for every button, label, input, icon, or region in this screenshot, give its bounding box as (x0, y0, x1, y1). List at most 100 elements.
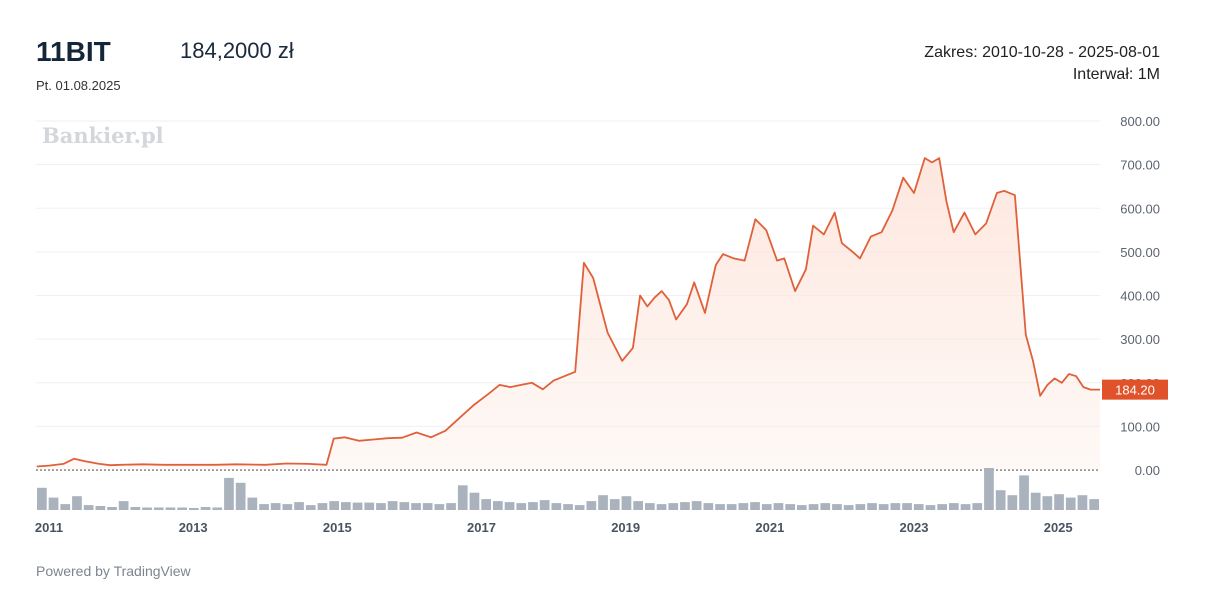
last-value-badge (1102, 379, 1168, 400)
volume-bar (352, 502, 363, 510)
last-value-badge-group: 184.20 (1102, 379, 1168, 400)
volume-bar (48, 497, 59, 510)
price-area-fill (36, 158, 1101, 470)
volume-bar (329, 501, 339, 510)
y-tick-label: 0.00 (1135, 463, 1160, 478)
volume-bar (855, 504, 866, 510)
volume-bar (867, 503, 877, 510)
volume-bar (200, 507, 211, 510)
volume-bar (761, 504, 772, 510)
volume-bar (609, 499, 620, 510)
volume-bar (364, 502, 375, 510)
x-tick-label: 2015 (323, 520, 352, 535)
x-tick-label: 2023 (900, 520, 929, 535)
volume-bar (399, 502, 410, 510)
volume-bar (574, 505, 585, 510)
volume-bar (504, 502, 515, 510)
y-tick-label: 600.00 (1120, 201, 1160, 216)
volume-bar (668, 503, 679, 510)
volume-bar (37, 487, 47, 510)
volume-bar (481, 499, 491, 510)
x-tick-label: 2021 (755, 520, 784, 535)
volume-bar (890, 503, 901, 510)
volume-bar (1089, 499, 1099, 510)
volume-bar (1077, 495, 1088, 510)
quote-date: Pt. 01.08.2025 (36, 78, 121, 93)
x-axis: 2011 2013 2015 2017 2019 2021 2023 2025 (35, 520, 1073, 535)
volume-bar (972, 503, 983, 510)
volume-bar (785, 504, 795, 510)
volume-bar (457, 485, 468, 510)
volume-bar (680, 502, 690, 510)
volume-bar (551, 503, 562, 510)
volume-bar (832, 504, 842, 510)
volume-bar (387, 501, 398, 510)
volume-bar (563, 504, 573, 510)
volume-bar (247, 497, 258, 510)
volume-bar (107, 507, 117, 510)
volume-bars (37, 468, 1099, 510)
volume-bar (797, 505, 807, 510)
volume-bar (984, 468, 994, 510)
volume-bar (259, 504, 269, 510)
interval-label[interactable]: Interwał: 1M (1072, 66, 1160, 83)
volume-bar (317, 503, 328, 510)
last-price: 184,2000 zł (180, 38, 294, 63)
volume-bar (656, 504, 667, 510)
volume-bar (270, 503, 281, 510)
y-tick-label: 500.00 (1120, 245, 1160, 260)
volume-bar (72, 496, 82, 510)
x-tick-label: 2025 (1044, 520, 1073, 535)
volume-bar (1054, 494, 1064, 510)
powered-by-tradingview-link[interactable]: Powered by TradingView (36, 563, 191, 579)
volume-bar (224, 477, 234, 510)
volume-bar (633, 501, 643, 510)
volume-bar (142, 507, 152, 510)
volume-bar (528, 502, 538, 510)
volume-bar (177, 507, 187, 510)
volume-bar (913, 504, 924, 510)
price-line (36, 157, 1100, 468)
volume-bar (235, 482, 246, 510)
date-range[interactable]: Zakres: 2010-10-28 - 2025-08-01 (924, 44, 1160, 61)
volume-bar (645, 503, 655, 510)
volume-bar (469, 492, 480, 510)
volume-bar (165, 507, 176, 510)
volume-bar (411, 503, 421, 510)
volume-bar (726, 504, 737, 510)
volume-bar (539, 500, 550, 510)
volume-bar (586, 501, 597, 510)
y-tick-label: 100.00 (1120, 419, 1160, 434)
volume-bar (446, 503, 456, 510)
volume-bar (118, 501, 129, 510)
volume-bar (282, 504, 293, 510)
volume-bar (341, 502, 351, 510)
volume-bar (878, 504, 889, 510)
bankier-watermark-logo: Bankier.pl (42, 123, 164, 148)
volume-bar (1019, 475, 1029, 510)
volume-bar (294, 502, 304, 510)
volume-bar (493, 501, 503, 510)
y-tick-label: 400.00 (1120, 289, 1160, 304)
volume-bar (621, 496, 632, 510)
volume-bar (212, 507, 223, 510)
x-tick-label: 2019 (611, 520, 640, 535)
volume-bar (305, 505, 316, 510)
volume-bar (516, 503, 527, 510)
volume-bar (691, 501, 702, 510)
volume-bar (422, 503, 433, 510)
volume-bar (738, 503, 749, 510)
y-tick-label: 700.00 (1120, 158, 1160, 173)
volume-bar (773, 503, 784, 510)
volume-bar (843, 505, 854, 510)
volume-bar (995, 490, 1006, 510)
volume-bar (715, 504, 725, 510)
volume-bar (1007, 495, 1018, 510)
volume-bar (153, 507, 164, 510)
volume-bar (434, 504, 445, 510)
volume-bar (598, 495, 608, 510)
volume-bar (60, 504, 71, 510)
y-axis: 800.00700.00600.00500.00400.00300.00200.… (1120, 114, 1160, 478)
volume-bar (83, 505, 94, 510)
